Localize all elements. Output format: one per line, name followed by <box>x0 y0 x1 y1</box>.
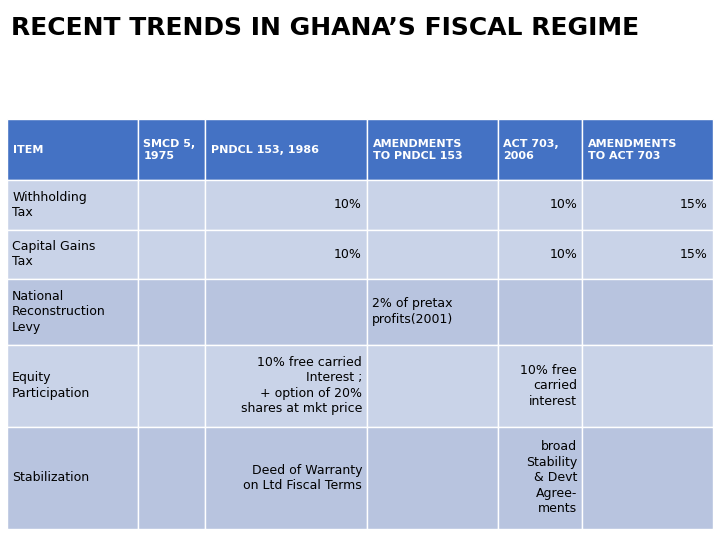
Bar <box>7 119 138 180</box>
Bar <box>367 279 498 345</box>
Text: Stabilization: Stabilization <box>12 471 89 484</box>
Bar <box>7 180 138 230</box>
Text: 10%: 10% <box>549 248 577 261</box>
Text: ACT 703,
2006: ACT 703, 2006 <box>503 139 559 160</box>
Text: 10%: 10% <box>334 248 362 261</box>
Text: Withholding
Tax: Withholding Tax <box>12 191 87 219</box>
Bar <box>7 279 138 345</box>
Text: 10% free
carried
interest: 10% free carried interest <box>521 363 577 408</box>
Bar <box>138 427 204 529</box>
Bar <box>498 230 582 279</box>
Bar <box>498 427 582 529</box>
Text: PNDCL 153, 1986: PNDCL 153, 1986 <box>210 145 318 154</box>
Text: RECENT TRENDS IN GHANA’S FISCAL REGIME: RECENT TRENDS IN GHANA’S FISCAL REGIME <box>11 16 639 40</box>
Text: 2% of pretax
profits(2001): 2% of pretax profits(2001) <box>372 298 454 326</box>
Text: 15%: 15% <box>680 199 708 212</box>
Bar <box>204 119 367 180</box>
Text: ITEM: ITEM <box>13 145 43 154</box>
Text: 10% free carried
Interest ;
+ option of 20%
shares at mkt price: 10% free carried Interest ; + option of … <box>240 356 362 415</box>
Bar <box>367 427 498 529</box>
Bar <box>582 345 713 427</box>
Bar <box>7 345 138 427</box>
Bar <box>582 427 713 529</box>
Bar <box>498 279 582 345</box>
Bar <box>582 230 713 279</box>
Text: broad
Stability
& Devt
Agree-
ments: broad Stability & Devt Agree- ments <box>526 441 577 515</box>
Bar <box>138 119 204 180</box>
Bar <box>367 345 498 427</box>
Bar <box>138 345 204 427</box>
Bar <box>582 279 713 345</box>
Bar <box>7 230 138 279</box>
Text: Deed of Warranty
on Ltd Fiscal Terms: Deed of Warranty on Ltd Fiscal Terms <box>243 464 362 492</box>
Bar <box>204 180 367 230</box>
Text: 10%: 10% <box>334 199 362 212</box>
Text: AMENDMENTS
TO PNDCL 153: AMENDMENTS TO PNDCL 153 <box>373 139 462 160</box>
Bar <box>367 180 498 230</box>
Text: Equity
Participation: Equity Participation <box>12 372 91 400</box>
Text: Capital Gains
Tax: Capital Gains Tax <box>12 240 96 268</box>
Text: National
Reconstruction
Levy: National Reconstruction Levy <box>12 289 106 334</box>
Bar <box>582 119 713 180</box>
Text: AMENDMENTS
TO ACT 703: AMENDMENTS TO ACT 703 <box>588 139 678 160</box>
Text: 10%: 10% <box>549 199 577 212</box>
Bar <box>367 119 498 180</box>
Bar <box>204 345 367 427</box>
Bar <box>7 427 138 529</box>
Bar <box>138 180 204 230</box>
Bar <box>138 279 204 345</box>
Bar <box>204 279 367 345</box>
Bar <box>204 230 367 279</box>
Bar <box>204 427 367 529</box>
Bar <box>498 345 582 427</box>
Bar <box>582 180 713 230</box>
Text: SMCD 5,
1975: SMCD 5, 1975 <box>143 139 196 160</box>
Bar <box>138 230 204 279</box>
Bar <box>498 180 582 230</box>
Bar <box>367 230 498 279</box>
Text: 15%: 15% <box>680 248 708 261</box>
Bar <box>498 119 582 180</box>
